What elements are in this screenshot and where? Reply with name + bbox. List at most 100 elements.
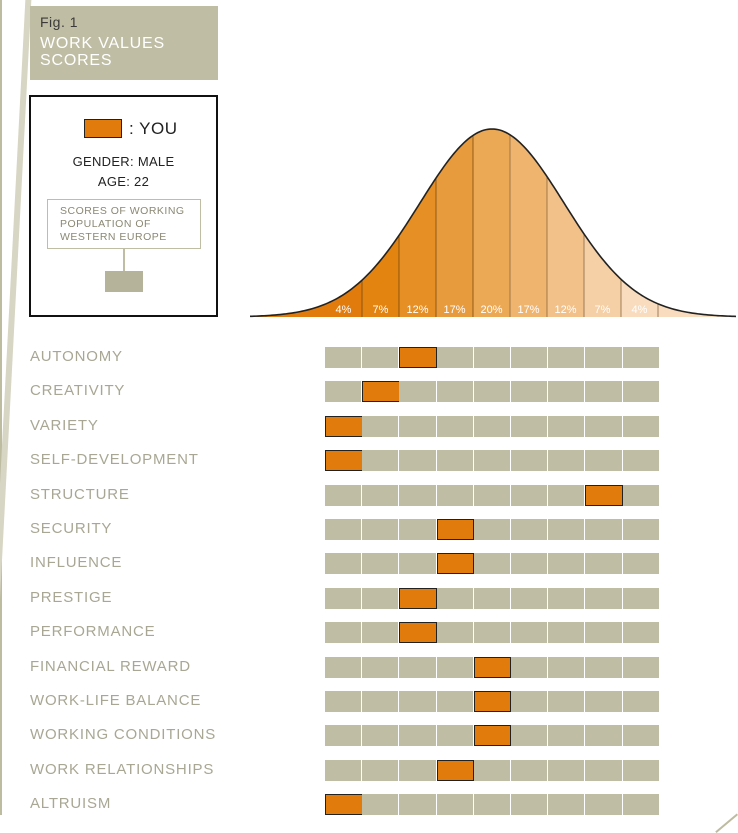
score-cell (325, 484, 363, 506)
row-label: SELF-DEVELOPMENT (30, 451, 199, 469)
age-label: AGE: 22 (97, 174, 150, 189)
row-label: VARIETY (30, 416, 99, 434)
score-cell (585, 759, 623, 781)
score-cell (436, 725, 474, 747)
score-cell (399, 450, 437, 472)
score-cell (548, 450, 586, 472)
score-marker (399, 347, 438, 368)
score-cell (622, 759, 660, 781)
score-cell (362, 691, 400, 712)
frame-left-accent (0, 0, 32, 815)
score-cell (362, 759, 400, 781)
row-label: STRUCTURE (30, 485, 130, 503)
score-cell (622, 691, 660, 712)
score-cell (325, 519, 363, 540)
score-cell (622, 381, 660, 403)
score-marker (362, 381, 400, 403)
score-cell (511, 725, 549, 747)
curve-band (621, 129, 658, 317)
score-cell (473, 519, 511, 540)
curve-band (325, 129, 362, 317)
score-cell (511, 484, 549, 506)
score-cell (473, 484, 511, 506)
curve-band-label: 4% (632, 304, 648, 316)
score-cell (548, 725, 586, 747)
curve-band (547, 129, 584, 317)
legend-box: : YOU GENDER: MALE AGE: 22 SCORES OF WOR… (29, 95, 218, 317)
you-label: : YOU (129, 119, 178, 138)
score-cell (511, 656, 549, 678)
curve-band-label: 7% (595, 304, 611, 316)
score-cell (622, 725, 660, 747)
score-cell (511, 415, 549, 437)
score-cell (473, 415, 511, 437)
score-cell (548, 519, 586, 540)
score-cell (399, 759, 437, 781)
score-cell (436, 347, 474, 368)
score-cell (325, 725, 363, 747)
score-cell (511, 381, 549, 403)
score-cell (473, 347, 511, 368)
score-cell (473, 794, 511, 816)
score-cell (622, 553, 660, 575)
curve-band (399, 129, 436, 317)
score-cell (511, 587, 549, 609)
score-cell (399, 553, 437, 575)
score-cell (325, 553, 363, 575)
score-cell (585, 691, 623, 712)
score-cell (622, 587, 660, 609)
score-cell (622, 519, 660, 540)
frame-left-line (0, 0, 2, 815)
score-cell (511, 794, 549, 816)
score-cell (585, 725, 623, 747)
score-cell (436, 381, 474, 403)
score-cell (436, 587, 474, 609)
score-cell (511, 553, 549, 575)
score-cell (622, 450, 660, 472)
score-marker (585, 484, 624, 506)
score-cell (325, 381, 363, 403)
score-marker (399, 587, 438, 609)
score-cell (473, 381, 511, 403)
score-marker (325, 794, 363, 816)
row-label: SECURITY (30, 520, 113, 537)
score-cell (511, 347, 549, 368)
curve-band (362, 129, 399, 317)
score-marker (436, 553, 475, 575)
score-marker (325, 450, 363, 472)
score-cell (325, 759, 363, 781)
score-cell (585, 381, 623, 403)
score-cell (622, 656, 660, 678)
score-marker (436, 519, 475, 540)
population-swatch (105, 271, 143, 292)
score-cell (548, 553, 586, 575)
curve-band (473, 129, 510, 317)
score-cell (548, 794, 586, 816)
population-label: SCORES OF WORKING POPULATION OF WESTERN … (47, 199, 201, 249)
score-cell (362, 484, 400, 506)
score-cell (622, 794, 660, 816)
row-label: AUTONOMY (30, 348, 123, 365)
gender-label: GENDER: MALE (72, 154, 175, 169)
score-cell (399, 381, 437, 403)
score-cell (362, 519, 400, 540)
score-cell (585, 553, 623, 575)
score-cell (585, 450, 623, 472)
score-cell (473, 622, 511, 644)
score-cell (362, 587, 400, 609)
score-cell (399, 725, 437, 747)
score-cell (548, 622, 586, 644)
score-cell (548, 759, 586, 781)
score-cell (362, 347, 400, 368)
score-cell (511, 691, 549, 712)
score-cell (585, 415, 623, 437)
curve-band (510, 129, 547, 317)
score-cell (622, 484, 660, 506)
score-cell (399, 794, 437, 816)
score-cell (585, 794, 623, 816)
score-cell (473, 587, 511, 609)
score-cell (548, 381, 586, 403)
row-label: ALTRUISM (30, 795, 112, 813)
figure-title-box: Fig. 1 WORK VALUES SCORES (30, 6, 218, 80)
row-label: WORK RELATIONSHIPS (30, 760, 215, 778)
